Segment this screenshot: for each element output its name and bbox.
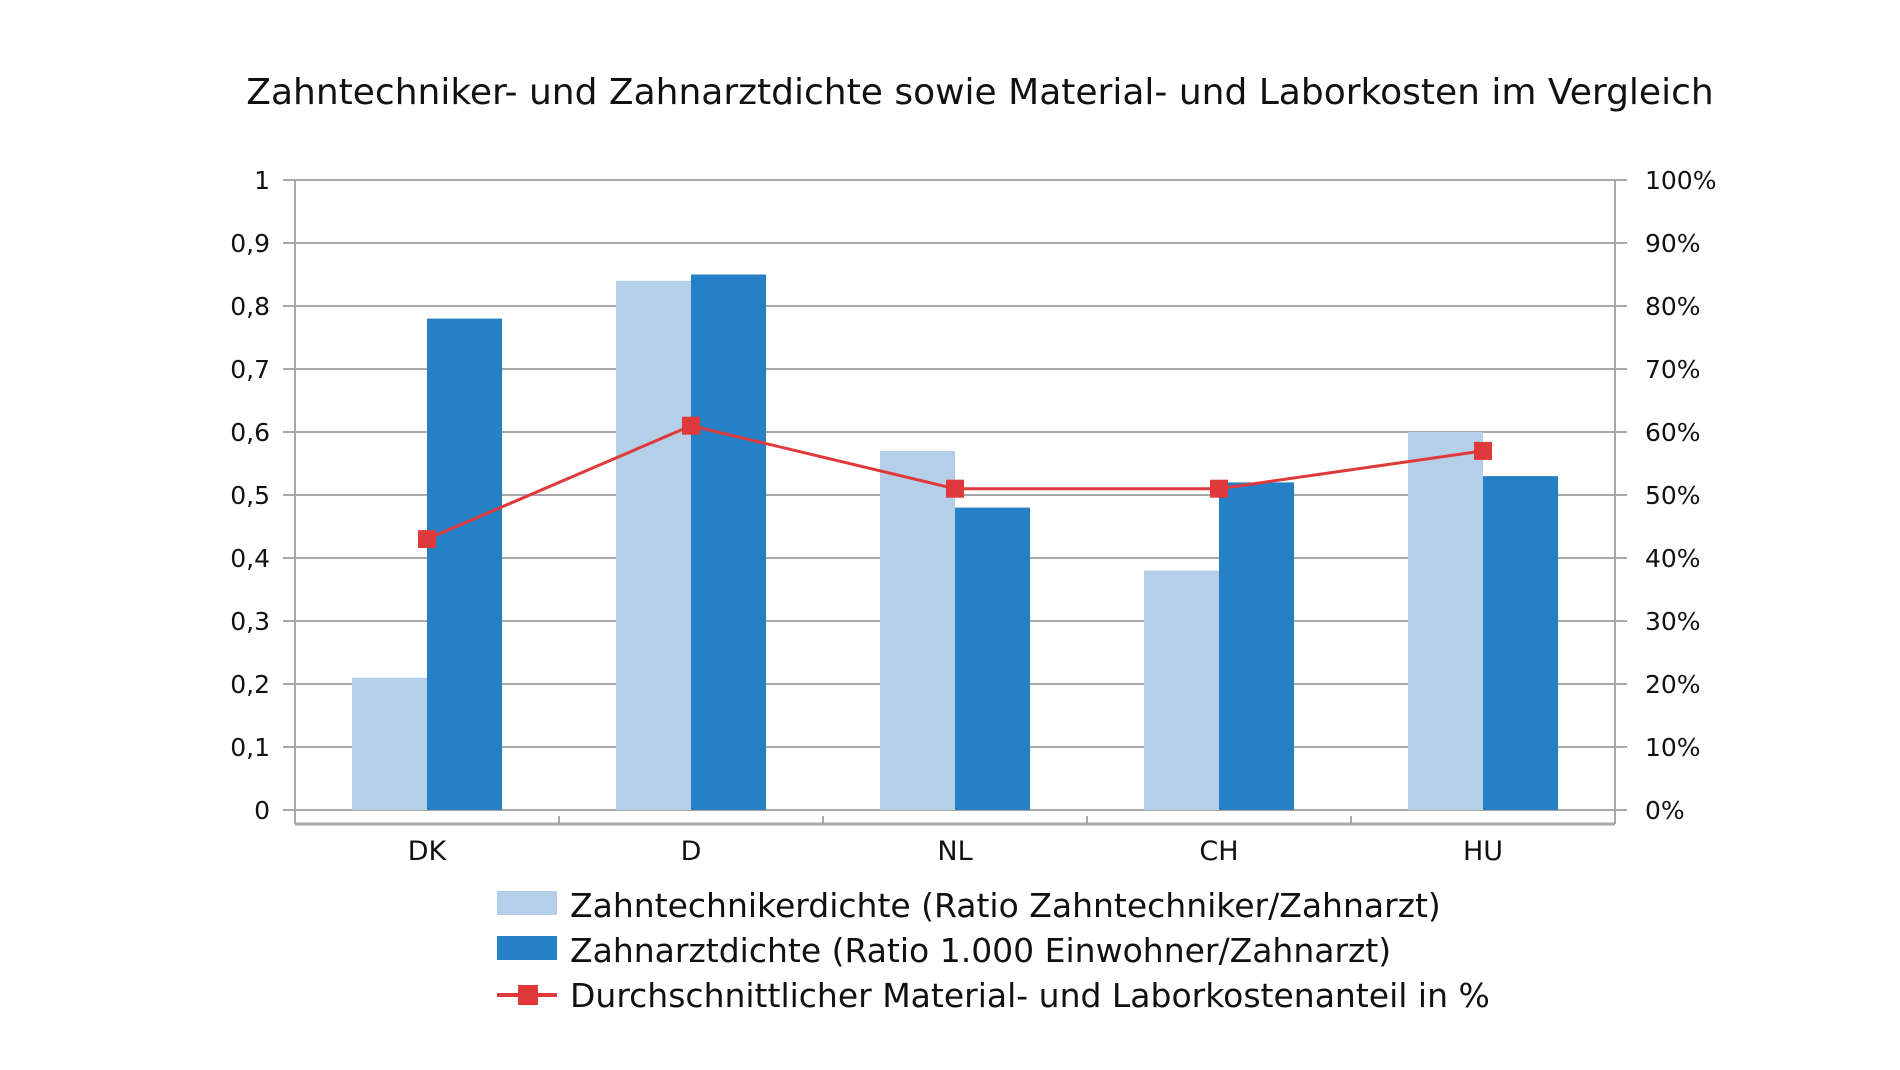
- line-marker-hu: [1474, 441, 1492, 460]
- x-tick-label: CH: [1199, 836, 1238, 867]
- bar-ch-series-1: [1144, 570, 1219, 810]
- line-marker-dk: [418, 530, 436, 549]
- y-left-tick-label: 0,1: [230, 733, 270, 762]
- legend-swatch-marker: [518, 985, 538, 1005]
- y-right-tick-label: 10%: [1645, 733, 1701, 762]
- y-left-tick-label: 0,8: [230, 292, 270, 321]
- y-right-tick-label: 70%: [1645, 355, 1701, 384]
- legend-swatch: [497, 891, 557, 915]
- bar-dk-series-2: [427, 318, 502, 810]
- y-right-tick-label: 60%: [1645, 418, 1701, 447]
- y-right-tick-label: 50%: [1645, 481, 1701, 510]
- line-series: [418, 416, 1492, 549]
- bar-dk-series-1: [352, 677, 427, 810]
- legend-label: Zahntechnikerdichte (Ratio Zahntechniker…: [570, 886, 1441, 925]
- y-right-tick-label: 80%: [1645, 292, 1701, 321]
- line-marker-ch: [1210, 479, 1228, 498]
- legend-swatch: [497, 936, 557, 960]
- y-left-tick-label: 0,5: [230, 481, 270, 510]
- y-left-tick-label: 0,6: [230, 418, 270, 447]
- bar-hu-series-1: [1408, 432, 1483, 810]
- y-right-tick-label: 30%: [1645, 607, 1701, 636]
- legend-label: Durchschnittlicher Material- und Laborko…: [570, 976, 1490, 1015]
- x-tick-label: DK: [408, 836, 448, 867]
- y-left-tick-label: 0,3: [230, 607, 270, 636]
- y-right-tick-label: 100%: [1645, 166, 1716, 195]
- bar-hu-series-2: [1483, 476, 1558, 810]
- y-left-tick-label: 0,7: [230, 355, 270, 384]
- x-tick-label: NL: [937, 836, 972, 867]
- y-left-tick-label: 0,4: [230, 544, 270, 573]
- line-marker-nl: [946, 479, 964, 498]
- chart-title: Zahntechniker- und Zahnarztdichte sowie …: [246, 72, 1713, 113]
- y-left-tick-label: 0,9: [230, 229, 270, 258]
- bar-ch-series-2: [1219, 482, 1294, 810]
- bar-d-series-1: [616, 280, 691, 810]
- y-left-tick-label: 0: [254, 796, 270, 825]
- bar-nl-series-1: [880, 450, 955, 810]
- x-tick-label: D: [681, 836, 702, 867]
- legend: Zahntechnikerdichte (Ratio Zahntechniker…: [497, 886, 1490, 1015]
- y-left-tick-label: 1: [254, 166, 270, 195]
- y-right-tick-label: 20%: [1645, 670, 1701, 699]
- legend-label: Zahnarztdichte (Ratio 1.000 Einwohner/Za…: [570, 931, 1391, 970]
- y-right-tick-label: 40%: [1645, 544, 1701, 573]
- y-left-tick-label: 0,2: [230, 670, 270, 699]
- bar-nl-series-2: [955, 507, 1030, 810]
- axes: 00,10,20,30,40,50,60,70,80,910%10%20%30%…: [230, 166, 1716, 867]
- line-marker-d: [682, 416, 700, 435]
- y-right-tick-label: 90%: [1645, 229, 1701, 258]
- x-tick-label: HU: [1463, 836, 1503, 867]
- y-right-tick-label: 0%: [1645, 796, 1685, 825]
- bars: [352, 274, 1558, 810]
- bar-d-series-2: [691, 274, 766, 810]
